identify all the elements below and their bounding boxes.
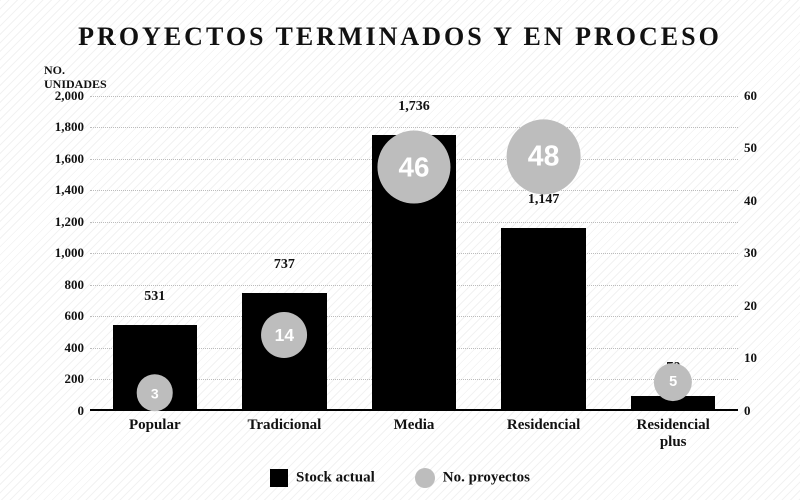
y2-tick: 60 xyxy=(744,88,757,104)
bar xyxy=(501,228,585,409)
circle-icon xyxy=(415,468,435,488)
grid-line xyxy=(90,127,738,128)
bubble-marker: 48 xyxy=(506,119,581,194)
category-label: Popular xyxy=(129,417,181,434)
bar-value-label: 531 xyxy=(144,289,165,305)
y1-tick: 400 xyxy=(65,340,85,356)
bubble-marker: 3 xyxy=(137,375,174,412)
bubble-marker: 14 xyxy=(261,312,307,358)
chart-container: PROYECTOS TERMINADOS Y EN PROCESO NO.UNI… xyxy=(0,0,800,500)
y1-tick: 1,800 xyxy=(55,119,84,135)
y1-tick: 800 xyxy=(65,277,85,293)
y1-tick: 1,600 xyxy=(55,151,84,167)
bar-value-label: 737 xyxy=(274,257,295,273)
category-label: Media xyxy=(394,417,435,434)
y1-tick: 0 xyxy=(78,403,85,419)
y1-tick: 600 xyxy=(65,308,85,324)
grid-line xyxy=(90,96,738,97)
y1-tick: 200 xyxy=(65,371,85,387)
bar-value-label: 1,147 xyxy=(528,192,560,208)
y2-tick: 20 xyxy=(744,298,757,314)
y1-tick: 1,000 xyxy=(55,245,84,261)
legend-item-bar: Stock actual xyxy=(270,469,375,487)
bubble-marker: 46 xyxy=(377,131,450,204)
legend-item-bubble: No. proyectos xyxy=(415,468,530,488)
y1-axis-label: NO.UNIDADES xyxy=(44,64,760,92)
y1-tick: 2,000 xyxy=(55,88,84,104)
plot-area: 02004006008001,0001,2001,4001,6001,8002,… xyxy=(90,96,738,411)
chart-title: PROYECTOS TERMINADOS Y EN PROCESO xyxy=(40,22,760,52)
category-label: Residencial xyxy=(507,417,580,434)
y1-tick: 1,400 xyxy=(55,182,84,198)
y2-tick: 50 xyxy=(744,140,757,156)
legend: Stock actual No. proyectos xyxy=(0,468,800,488)
y2-tick: 30 xyxy=(744,245,757,261)
square-icon xyxy=(270,469,288,487)
category-label: Tradicional xyxy=(247,417,321,434)
y1-tick: 1,200 xyxy=(55,214,84,230)
y2-tick: 0 xyxy=(744,403,751,419)
bar-value-label: 1,736 xyxy=(398,99,430,115)
y2-tick: 40 xyxy=(744,193,757,209)
y2-tick: 10 xyxy=(744,350,757,366)
category-label: Residencialplus xyxy=(637,417,710,452)
